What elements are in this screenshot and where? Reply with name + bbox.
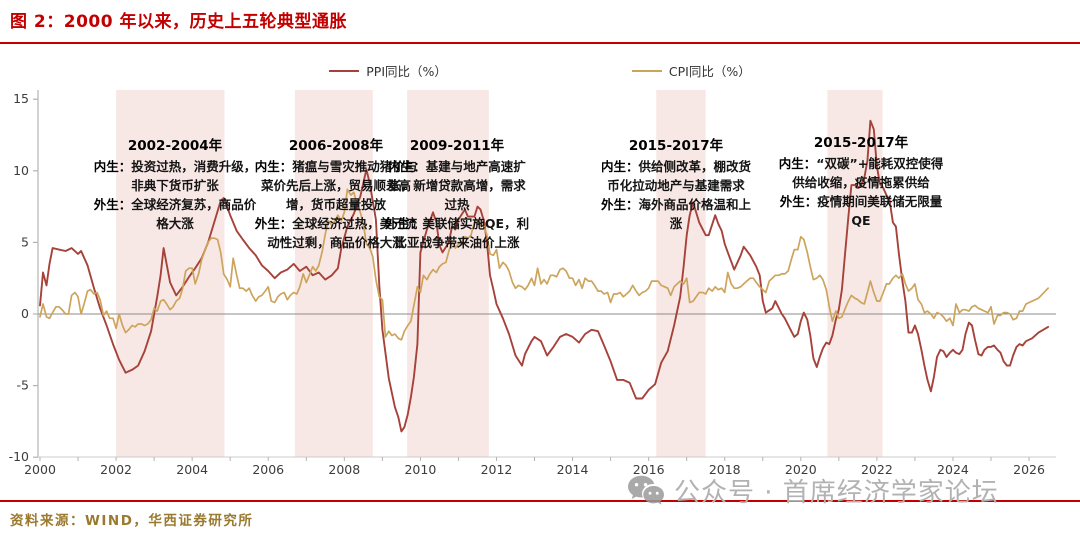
annotation-round-3: 2009-2011年 内生：基建与地产高速扩张，新增贷款高增，需求过热 外生：美… <box>384 137 530 252</box>
watermark-text: 公众号 · 首席经济学家论坛 <box>674 478 999 508</box>
external-factor-text: 美联储实施QE，利比亚战争带来油价上涨 <box>394 216 530 250</box>
internal-factor-label: 内生： <box>778 156 817 171</box>
chart-legend: PPI同比（%） CPI同比（%） <box>0 61 1080 80</box>
x-tick-label: 2020 <box>785 462 817 477</box>
internal-factor-label: 内生： <box>93 159 132 174</box>
top-divider <box>0 42 1080 44</box>
x-tick-label: 2016 <box>633 462 665 477</box>
annotation-round-5: 2015-2017年 内生：“双碳”+能耗双控使得供给收缩，疫情拖累供给 外生：… <box>775 134 947 230</box>
legend-item-cpi: CPI同比（%） <box>631 61 751 80</box>
y-tick-label: 10 <box>13 163 29 178</box>
x-tick-label: 2012 <box>481 462 513 477</box>
internal-factor-label: 内生： <box>254 159 293 174</box>
y-tick-label: -5 <box>17 378 29 393</box>
external-factor-label: 外生： <box>254 216 293 231</box>
annotation-period: 2009-2011年 <box>409 138 505 154</box>
x-tick-label: 2026 <box>1013 462 1045 477</box>
internal-factor-text: 猪瘟与雪灾推动猪价与菜价先后上涨，贸易顺差高增，货币超量投放 <box>260 159 418 212</box>
y-tick-label: -10 <box>9 449 29 464</box>
external-factor-label: 外生： <box>779 194 818 209</box>
internal-factor-text: “双碳”+能耗双控使得供给收缩，疫情拖累供给 <box>792 156 944 190</box>
legend-label-cpi: CPI同比（%） <box>668 64 751 79</box>
inflation-band-1 <box>116 90 225 457</box>
annotation-period: 2015-2017年 <box>813 135 909 151</box>
source-note: 资料来源：WIND，华西证券研究所 <box>10 513 254 529</box>
x-tick-label: 2006 <box>252 462 284 477</box>
internal-factor-text: 基建与地产高速扩张，新增贷款高增，需求过热 <box>388 159 526 212</box>
internal-factor-label: 内生： <box>388 159 426 174</box>
x-tick-label: 2022 <box>861 462 893 477</box>
x-tick-label: 2010 <box>404 462 436 477</box>
internal-factor-label: 内生： <box>600 159 639 174</box>
x-tick-label: 2008 <box>328 462 360 477</box>
y-tick-label: 5 <box>21 234 29 249</box>
x-tick-label: 2000 <box>24 462 56 477</box>
x-tick-label: 2002 <box>100 462 132 477</box>
external-factor-label: 外生： <box>600 197 639 212</box>
legend-item-ppi: PPI同比（%） <box>329 61 447 80</box>
annotation-period: 2015-2017年 <box>628 138 724 154</box>
figure-title: 图 2：2000 年以来，历史上五轮典型通胀 <box>10 12 347 32</box>
annotation-round-2: 2006-2008年 内生：猪瘟与雪灾推动猪价与菜价先后上涨，贸易顺差高增，货币… <box>250 137 422 252</box>
external-factor-text: 全球经济复苏，商品价格大涨 <box>131 197 257 231</box>
watermark: 公众号 · 首席经济学家论坛 <box>626 472 999 509</box>
wechat-icon <box>628 475 664 505</box>
annotation-round-1: 2002-2004年 内生：投资过热，消费升级，非典下货币扩张 外生：全球经济复… <box>92 137 258 233</box>
annotation-round-4: 2015-2017年 内生：供给侧改革，棚改货币化拉动地产与基建需求 外生：海外… <box>600 137 752 233</box>
external-factor-text: 全球经济过热，美元流动性过剩，商品价格大涨 <box>267 216 418 250</box>
bottom-divider <box>0 500 1080 502</box>
cpi-line-swatch <box>631 69 662 72</box>
x-tick-label: 2024 <box>937 462 969 477</box>
external-factor-text: 疫情期间美联储无限量QE <box>817 194 943 228</box>
external-factor-text: 海外商品价格温和上涨 <box>638 197 752 231</box>
ppi-line <box>39 119 1050 433</box>
inflation-band-5 <box>827 90 883 457</box>
annotation-period: 2002-2004年 <box>127 138 223 154</box>
external-factor-label: 外生： <box>384 216 423 231</box>
x-tick-label: 2018 <box>709 462 741 477</box>
inflation-band-3 <box>407 90 489 457</box>
inflation-band-4 <box>656 90 706 457</box>
annotation-period: 2006-2008年 <box>288 138 384 154</box>
x-tick-label: 2004 <box>176 462 208 477</box>
internal-factor-text: 供给侧改革，棚改货币化拉动地产与基建需求 <box>607 159 752 193</box>
y-tick-label: 15 <box>13 91 29 106</box>
y-tick-label: 0 <box>21 306 29 321</box>
legend-label-ppi: PPI同比（%） <box>366 64 447 79</box>
cpi-line <box>39 188 1049 341</box>
external-factor-label: 外生： <box>93 197 132 212</box>
x-tick-label: 2014 <box>557 462 589 477</box>
internal-factor-text: 投资过热，消费升级，非典下货币扩张 <box>131 159 257 193</box>
ppi-line-swatch <box>329 69 360 72</box>
